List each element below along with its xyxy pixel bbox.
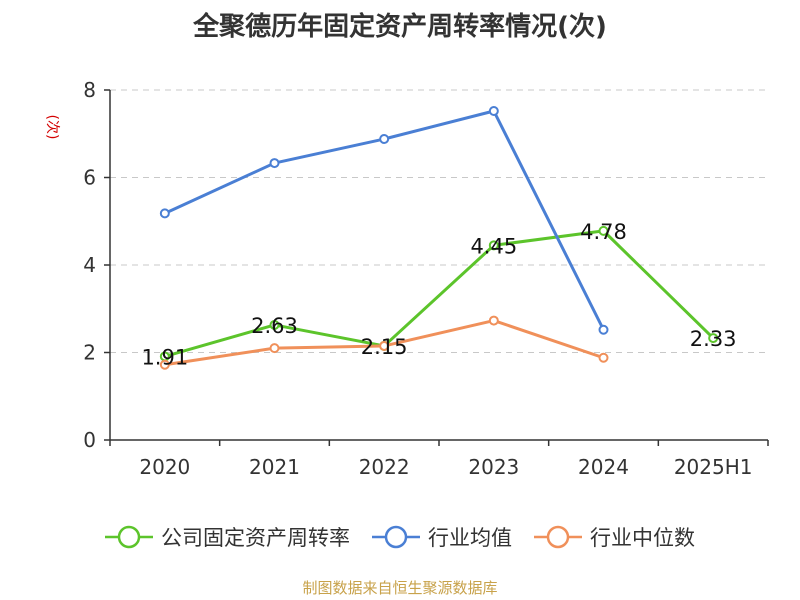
y-tick-label: 6	[83, 166, 96, 190]
data-point	[598, 324, 609, 335]
legend-item: 行业均值	[372, 525, 512, 550]
legend-marker	[384, 525, 408, 549]
chart-title: 全聚德历年固定资产周转率情况(次)	[192, 11, 607, 42]
data-point	[159, 359, 170, 370]
data-label: 4.45	[470, 234, 517, 258]
data-labels: 1.91 2.63 2.15 4.45 4.78 2.33	[141, 220, 736, 370]
data-point	[379, 134, 390, 144]
data-point	[598, 225, 609, 236]
y-tick-label: 0	[83, 428, 96, 452]
source-note: 制图数据来自恒生聚源数据库	[302, 579, 497, 597]
legend-item: 公司固定资产周转率	[105, 525, 350, 550]
data-point	[488, 106, 499, 116]
series-lines	[159, 106, 719, 370]
series-line	[164, 229, 715, 358]
x-tick-label: 2025H1	[674, 455, 753, 479]
y-axis-label: (次)	[44, 115, 60, 140]
legend-marker	[546, 525, 570, 549]
x-tick-label: 2020	[139, 455, 190, 479]
data-point	[488, 240, 499, 251]
legend-label: 行业中位数	[590, 526, 695, 550]
legend-item: 行业中位数	[534, 525, 695, 550]
data-point	[379, 340, 390, 351]
legend-label: 行业均值	[428, 526, 512, 550]
data-label: 4.78	[580, 220, 627, 244]
data-point	[159, 208, 170, 219]
data-label: 2.33	[690, 327, 737, 351]
data-point	[488, 315, 499, 326]
x-tick-label: 2021	[249, 455, 300, 479]
data-point	[269, 343, 280, 354]
x-tick-label: 2024	[578, 455, 629, 479]
data-point	[269, 319, 280, 330]
y-tick-label: 2	[83, 341, 96, 365]
legend-label: 公司固定资产周转率	[161, 526, 350, 550]
grid-lines	[110, 89, 768, 353]
legend-marker	[117, 525, 141, 549]
axes: 0 2 4 6 8 2020 2021 2022 2023 2024 2025H1	[83, 78, 769, 479]
data-label: 1.91	[141, 345, 188, 369]
y-tick-label: 8	[83, 78, 96, 102]
x-tick-label: 2022	[359, 455, 410, 479]
data-point	[598, 352, 609, 363]
data-label: 2.15	[361, 335, 408, 359]
data-point	[269, 158, 280, 169]
legend: 公司固定资产周转率 行业均值 行业中位数	[105, 525, 695, 550]
x-tick-label: 2023	[468, 455, 519, 479]
data-label: 2.63	[251, 314, 298, 338]
data-point	[708, 333, 719, 344]
y-tick-label: 4	[83, 253, 96, 277]
